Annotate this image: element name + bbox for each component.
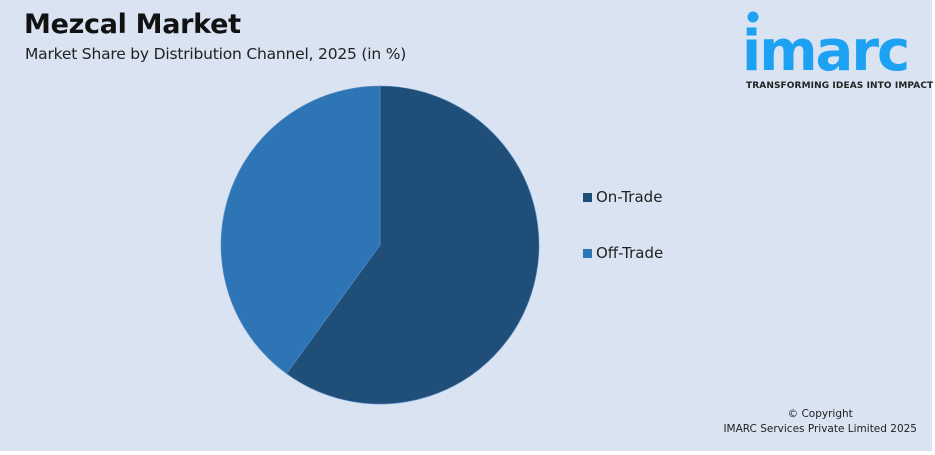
copyright-notice: © Copyright IMARC Services Private Limit… (723, 407, 917, 437)
chart-subtitle: Market Share by Distribution Channel, 20… (25, 45, 407, 63)
legend-item-on-trade: On-Trade (583, 188, 662, 206)
logo-tagline: TRANSFORMING IDEAS INTO IMPACT (746, 81, 934, 91)
legend-swatch-on-trade (583, 192, 592, 202)
pie-slice-off-trade (220, 85, 381, 375)
copyright-line-1: © Copyright (787, 408, 853, 420)
logo-wordmark: imarc (742, 19, 910, 84)
imarc-logo: imarc TRANSFORMING IDEAS INTO IMPACT (742, 8, 933, 92)
legend-swatch-off-trade (583, 248, 592, 258)
chart-title: Mezcal Market (24, 9, 241, 40)
pie-slices (220, 85, 540, 405)
legend-label: On-Trade (596, 188, 663, 206)
copyright-line-2: IMARC Services Private Limited 2025 (723, 423, 917, 435)
imarc-logo-icon (747, 11, 759, 23)
pie-slice-on-trade (286, 85, 540, 405)
legend-label: Off-Trade (596, 244, 664, 262)
legend-item-off-trade: Off-Trade (583, 244, 663, 262)
